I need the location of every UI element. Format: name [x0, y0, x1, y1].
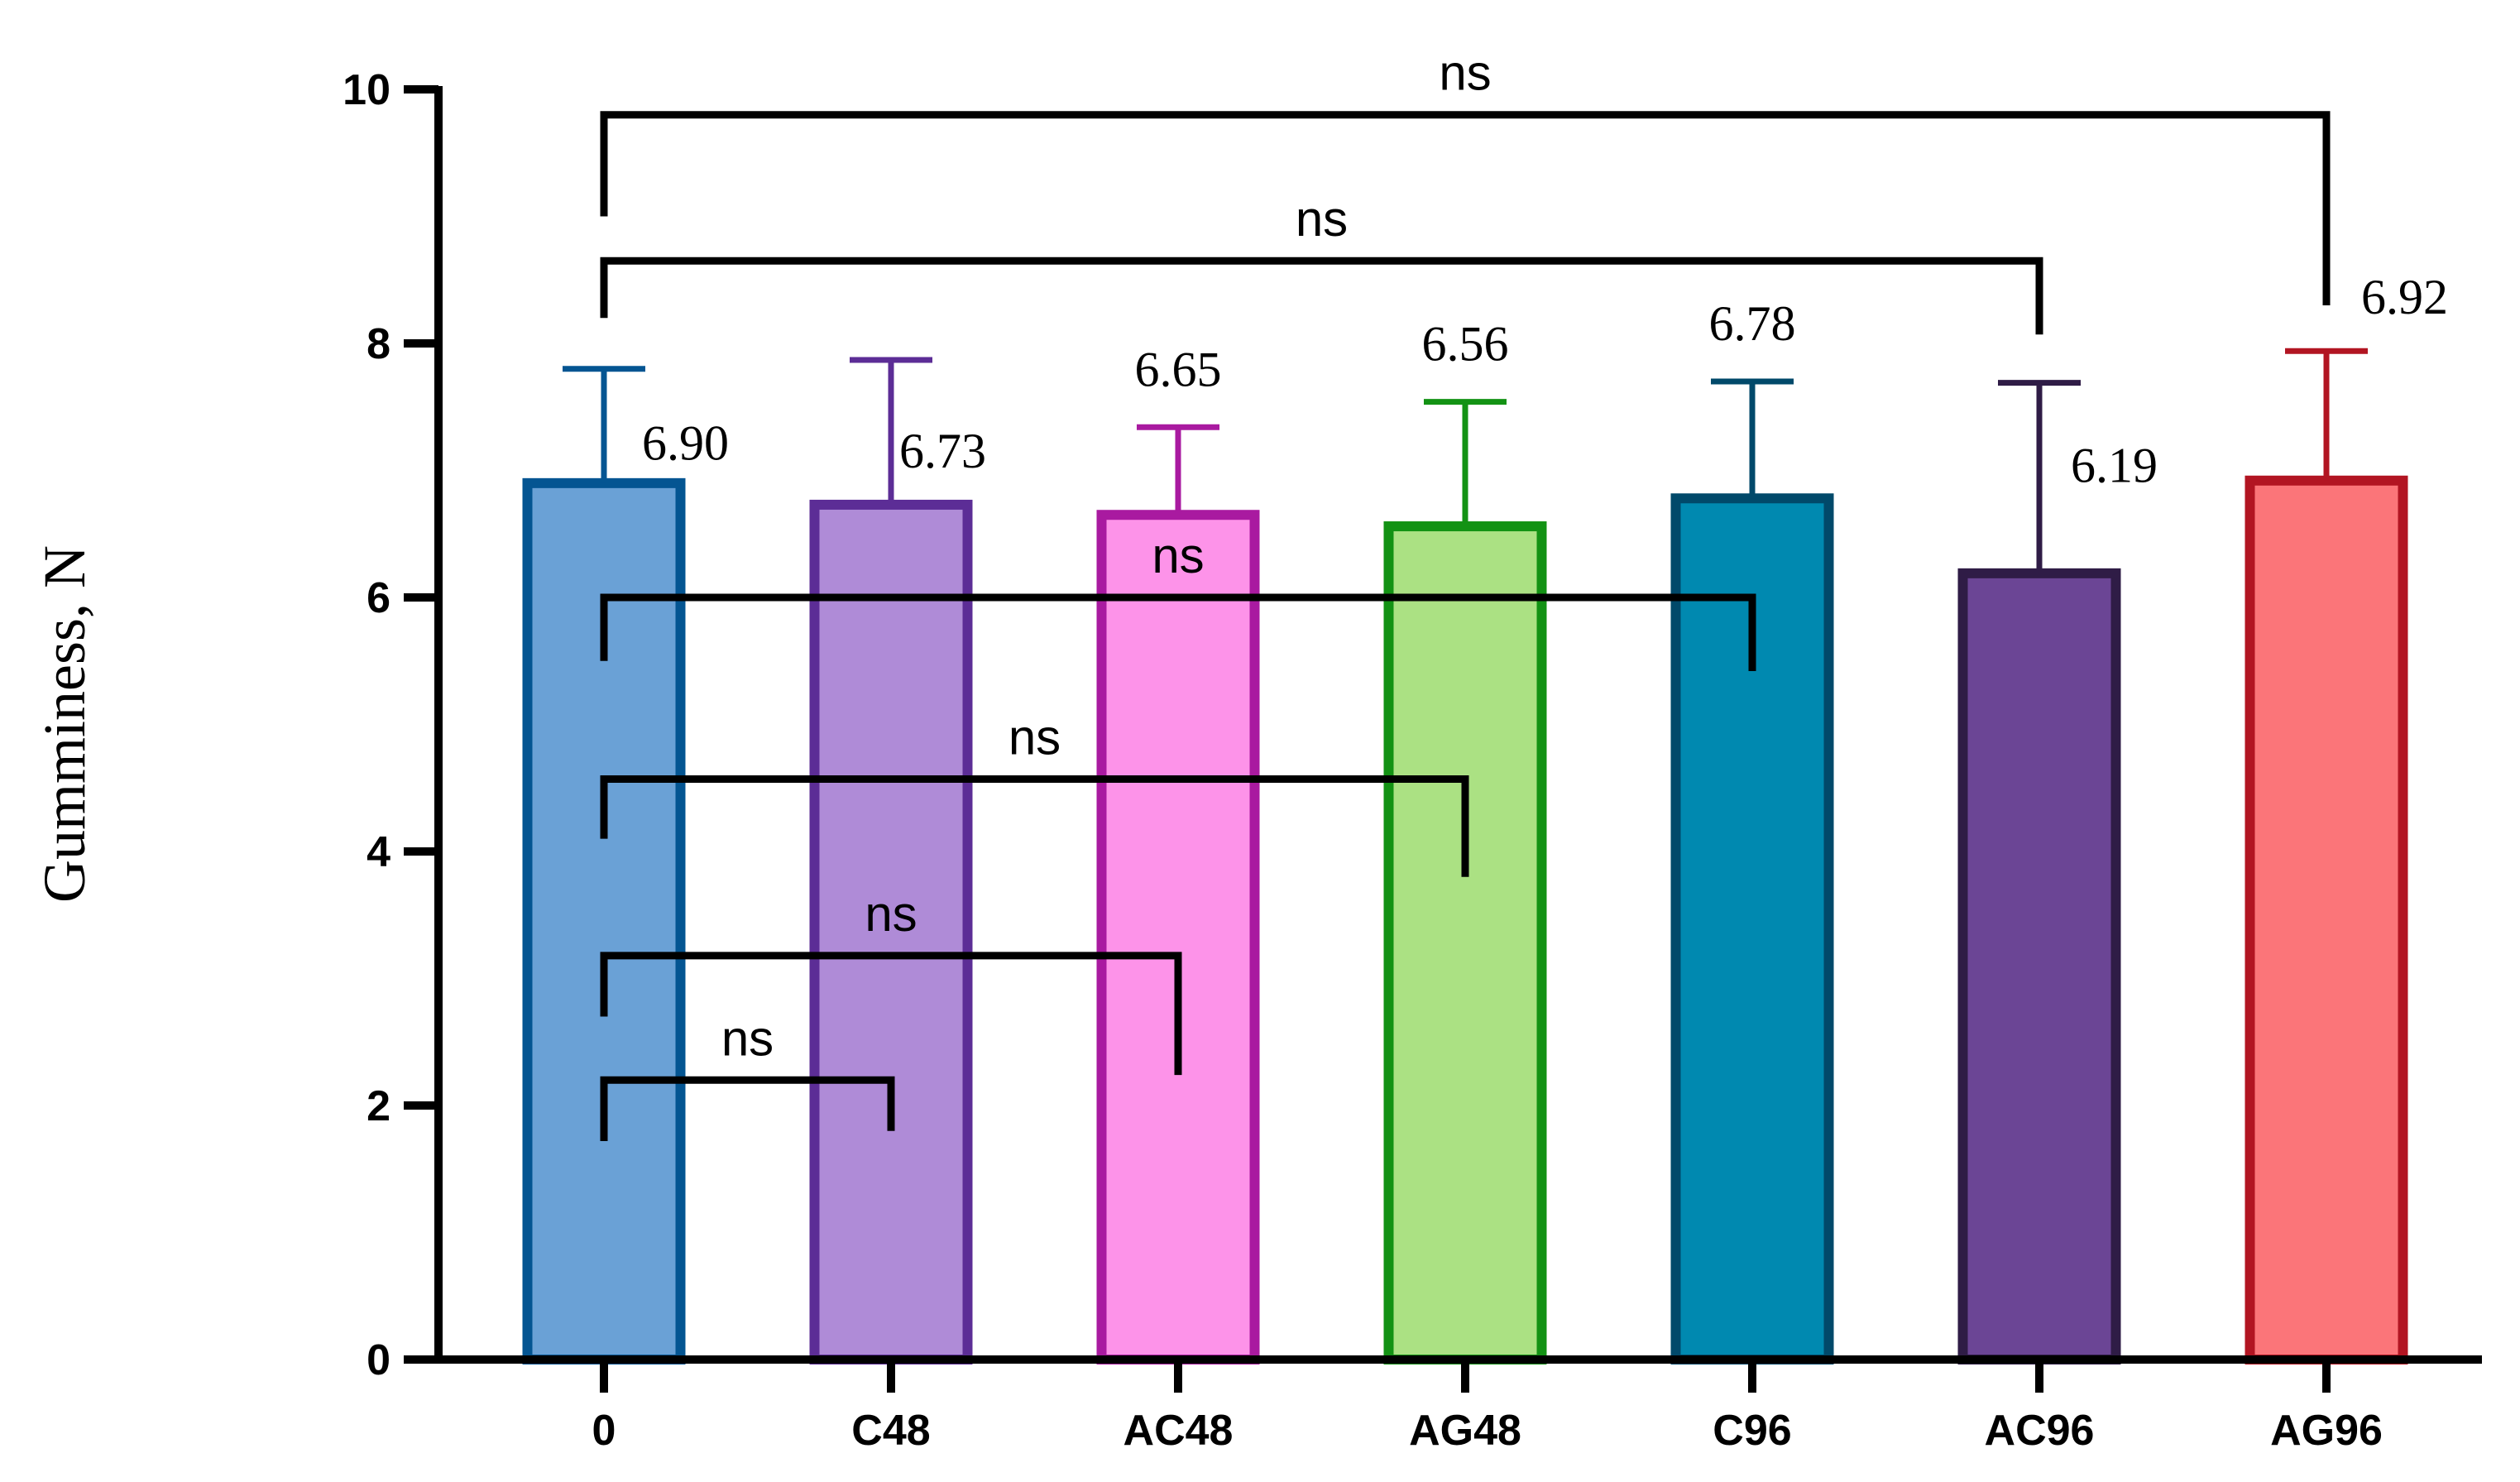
x-tick-label-ag96: AG96 [2270, 1407, 2383, 1455]
y-tick-label-2: 2 [367, 1082, 390, 1130]
bracket-0-vs-ac96: ns [600, 191, 2043, 335]
bracket-line [600, 257, 2043, 335]
bracket-0-vs-ag96: ns [600, 46, 2331, 305]
significance-brackets: ns ns ns ns ns ns [600, 46, 2331, 1141]
bracket-line [600, 775, 1469, 877]
y-axis-title: Gumminess, N [31, 545, 98, 903]
significance-label: ns [721, 1010, 774, 1066]
value-label-ac96: 6.19 [2071, 439, 2158, 493]
y-tick-label-8: 8 [367, 320, 390, 368]
significance-label: ns [1296, 191, 1348, 247]
x-tick-label-ag48: AG48 [1409, 1407, 1521, 1455]
x-tick-label-ac96: AC96 [1985, 1407, 2095, 1455]
significance-label: ns [1008, 710, 1061, 765]
bracket-line [600, 111, 2331, 305]
bracket-line [600, 1076, 895, 1141]
bar-ac96 [1957, 568, 2121, 1364]
value-label-c48: 6.73 [899, 424, 986, 478]
error-bars [563, 348, 2368, 573]
bracket-0-vs-c96: ns [600, 528, 1756, 672]
bar-ag96 [2245, 475, 2408, 1364]
bracket-line [600, 952, 1182, 1076]
bracket-line [600, 593, 1756, 672]
x-tick-label-0: 0 [592, 1407, 616, 1455]
bar-ag48 [1383, 521, 1547, 1364]
value-label-ac48: 6.65 [1135, 342, 1222, 396]
bar-ac48 [1096, 510, 1260, 1364]
value-label-ag96: 6.92 [2361, 270, 2448, 324]
y-tick-label-6: 6 [367, 574, 390, 622]
significance-label: ns [865, 886, 917, 942]
bracket-0-vs-c48: ns [600, 1010, 895, 1141]
value-label-0: 6.90 [642, 416, 729, 471]
y-tick-label-4: 4 [367, 828, 390, 876]
significance-label: ns [1152, 528, 1204, 583]
y-tick-label-0: 0 [367, 1336, 390, 1384]
labels: 6.90 6.73 6.65 6.56 6.78 6.19 6.92 [642, 270, 2448, 492]
x-tick-label-c48: C48 [851, 1407, 930, 1455]
x-tick-label-c96: C96 [1713, 1407, 1791, 1455]
bracket-0-vs-ag48: ns [600, 710, 1469, 877]
value-label-ag48: 6.56 [1422, 317, 1509, 372]
value-label-c96: 6.78 [1709, 296, 1796, 351]
x-tick-label-ac48: AC48 [1123, 1407, 1234, 1455]
bracket-0-vs-ac48: ns [600, 886, 1182, 1076]
significance-label: ns [1439, 46, 1491, 101]
y-tick-label-10: 10 [343, 66, 390, 114]
bars [522, 475, 2408, 1365]
axes: 0 2 4 6 8 10 0 C48 AC48 AG48 C96 AC96 AG96 [343, 66, 2482, 1455]
